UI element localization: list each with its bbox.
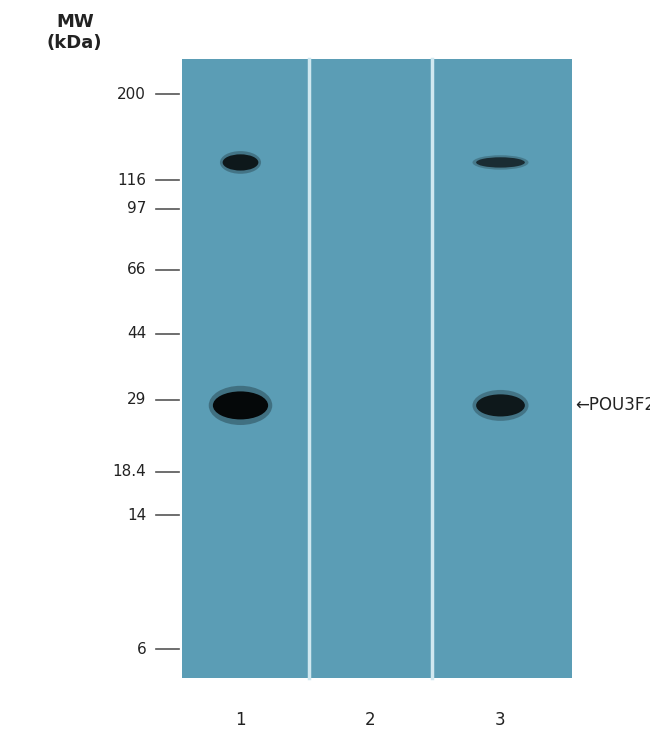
Text: 2: 2 <box>365 711 376 729</box>
Text: 18.4: 18.4 <box>112 464 146 479</box>
Text: 14: 14 <box>127 508 146 523</box>
Text: 1: 1 <box>235 711 246 729</box>
FancyBboxPatch shape <box>182 59 572 678</box>
Ellipse shape <box>476 157 525 167</box>
Text: 116: 116 <box>117 173 146 188</box>
Text: MW
(kDa): MW (kDa) <box>47 13 103 52</box>
Ellipse shape <box>209 385 272 425</box>
Ellipse shape <box>213 391 268 419</box>
Text: 3: 3 <box>495 711 506 729</box>
Text: 29: 29 <box>127 392 146 408</box>
Text: 66: 66 <box>127 262 146 277</box>
Text: ←POU3F2: ←POU3F2 <box>575 397 650 414</box>
Text: 6: 6 <box>136 642 146 657</box>
Ellipse shape <box>473 390 528 421</box>
Ellipse shape <box>473 156 528 170</box>
Text: 97: 97 <box>127 201 146 216</box>
Text: 44: 44 <box>127 326 146 341</box>
Ellipse shape <box>222 154 259 170</box>
Ellipse shape <box>220 151 261 174</box>
Text: 200: 200 <box>118 87 146 102</box>
Ellipse shape <box>476 394 525 416</box>
